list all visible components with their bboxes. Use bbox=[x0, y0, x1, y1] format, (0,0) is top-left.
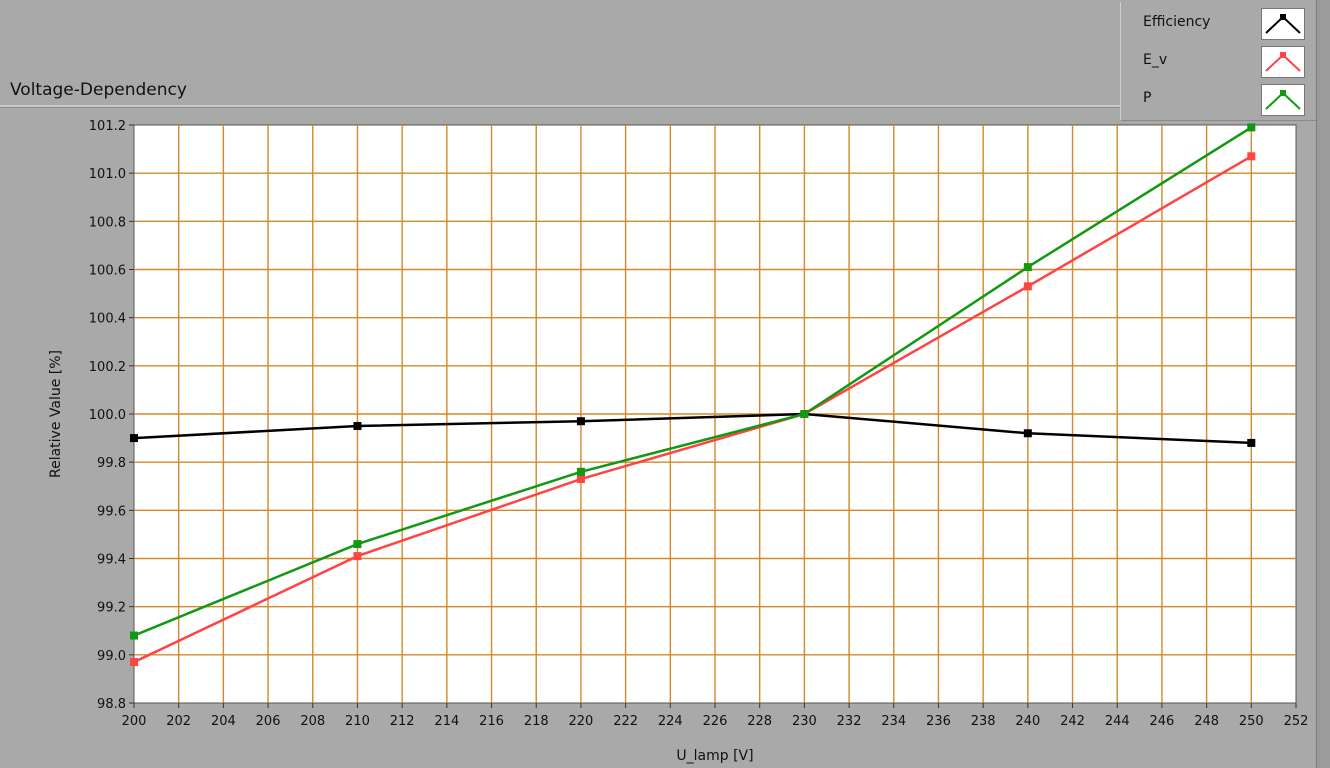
series-line-e-v bbox=[133, 155, 1252, 664]
x-tick-label: 236 bbox=[926, 714, 951, 729]
series-line-efficiency bbox=[133, 412, 1252, 445]
y-tick-label: 99.8 bbox=[97, 456, 126, 471]
data-point-efficiency bbox=[576, 417, 585, 426]
x-tick-label: 204 bbox=[211, 714, 236, 729]
y-tick-label: 100.0 bbox=[89, 408, 126, 423]
x-tick-label: 210 bbox=[345, 714, 370, 729]
data-point-efficiency bbox=[1023, 429, 1032, 438]
data-point-e-v bbox=[353, 552, 362, 561]
x-tick-label: 252 bbox=[1284, 714, 1309, 729]
data-point-p bbox=[800, 410, 809, 418]
x-axis-title: U_lamp [V] bbox=[676, 748, 753, 764]
legend-item-efficiency[interactable]: Efficiency bbox=[1121, 6, 1317, 42]
x-tick-label: 228 bbox=[747, 714, 772, 729]
x-tick-label: 242 bbox=[1060, 714, 1085, 729]
x-tick-label: 238 bbox=[971, 714, 996, 729]
y-tick-label: 99.2 bbox=[97, 601, 126, 616]
series-line-p bbox=[133, 126, 1252, 637]
x-tick-label: 214 bbox=[434, 714, 459, 729]
y-tick-label: 101.0 bbox=[89, 167, 126, 182]
data-point-p bbox=[1247, 123, 1256, 132]
legend-label-e-v: E_v bbox=[1143, 52, 1168, 68]
x-tick-label: 222 bbox=[613, 714, 638, 729]
series-layer bbox=[130, 123, 1256, 667]
x-tick-label: 220 bbox=[569, 714, 594, 729]
data-point-efficiency bbox=[353, 422, 362, 431]
data-point-efficiency bbox=[1247, 438, 1256, 447]
grid-layer bbox=[134, 125, 1296, 703]
y-tick-label: 100.4 bbox=[89, 312, 126, 327]
x-tick-label: 232 bbox=[837, 714, 862, 729]
y-tick-label: 100.6 bbox=[89, 264, 126, 279]
x-tick-label: 234 bbox=[881, 714, 906, 729]
y-tick-label: 100.2 bbox=[89, 360, 126, 375]
data-point-e-v bbox=[130, 658, 138, 667]
line-style-icon bbox=[1265, 90, 1301, 110]
x-tick-label: 246 bbox=[1150, 714, 1175, 729]
data-point-p bbox=[1023, 263, 1032, 272]
tick-layer: 200 202 204 206 208 210 212 214 216 218 220 222 224 2… bbox=[89, 119, 1309, 729]
data-point-e-v bbox=[1023, 282, 1032, 291]
line-style-icon bbox=[1265, 14, 1301, 34]
plot-legend[interactable]: Efficiency E_v P bbox=[1120, 2, 1317, 121]
y-tick-label: 100.8 bbox=[89, 215, 126, 230]
legend-item-e-v[interactable]: E_v bbox=[1121, 44, 1317, 80]
title-divider bbox=[0, 105, 1120, 108]
x-tick-label: 230 bbox=[792, 714, 817, 729]
x-tick-label: 240 bbox=[1015, 714, 1040, 729]
x-tick-label: 244 bbox=[1105, 714, 1130, 729]
y-tick-label: 101.2 bbox=[89, 119, 126, 134]
panel-edge bbox=[1316, 0, 1330, 768]
legend-label-efficiency: Efficiency bbox=[1143, 14, 1211, 30]
line-style-icon bbox=[1265, 52, 1301, 72]
data-point-p bbox=[130, 631, 138, 640]
x-tick-label: 212 bbox=[390, 714, 415, 729]
y-tick-label: 99.4 bbox=[97, 553, 126, 568]
x-tick-label: 248 bbox=[1194, 714, 1219, 729]
x-tick-label: 226 bbox=[703, 714, 728, 729]
y-tick-label: 99.6 bbox=[97, 504, 126, 519]
y-tick-label: 99.0 bbox=[97, 649, 126, 664]
x-tick-label: 250 bbox=[1239, 714, 1264, 729]
x-tick-label: 208 bbox=[300, 714, 325, 729]
legend-item-p[interactable]: P bbox=[1121, 82, 1317, 118]
x-tick-label: 224 bbox=[658, 714, 683, 729]
legend-swatch-p[interactable] bbox=[1261, 84, 1305, 116]
data-point-p bbox=[353, 540, 362, 549]
graph-title: Voltage-Dependency bbox=[10, 80, 187, 100]
x-tick-label: 206 bbox=[256, 714, 281, 729]
data-point-p bbox=[576, 467, 585, 476]
y-axis-title: Relative Value [%] bbox=[48, 350, 64, 478]
legend-swatch-e-v[interactable] bbox=[1261, 46, 1305, 78]
data-point-e-v bbox=[576, 475, 585, 484]
x-tick-label: 218 bbox=[524, 714, 549, 729]
y-tick-label: 98.8 bbox=[97, 697, 126, 712]
data-point-efficiency bbox=[130, 434, 138, 443]
x-tick-label: 200 bbox=[122, 714, 147, 729]
legend-label-p: P bbox=[1143, 90, 1152, 106]
legend-swatch-efficiency[interactable] bbox=[1261, 8, 1305, 40]
data-point-e-v bbox=[1247, 152, 1256, 161]
x-tick-label: 202 bbox=[166, 714, 191, 729]
x-tick-label: 216 bbox=[479, 714, 504, 729]
